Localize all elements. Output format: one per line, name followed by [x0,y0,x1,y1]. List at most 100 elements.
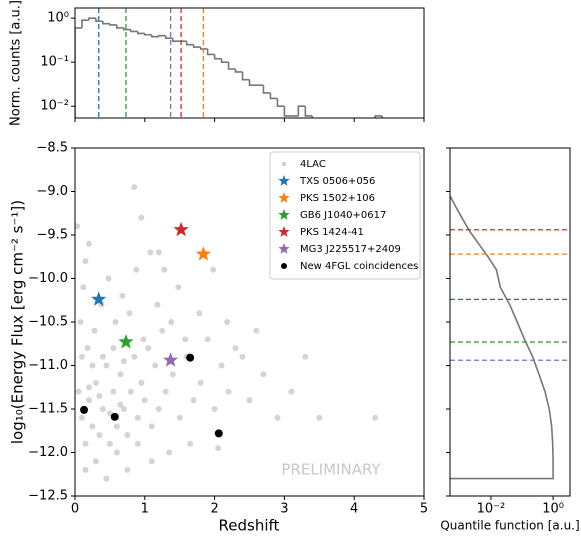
point [92,379,99,386]
legend-label: TXS 0506+056 [299,176,375,187]
star-marker [173,221,189,237]
y-tick-label: 10⁰ [47,11,69,26]
point [119,292,126,299]
point [152,362,159,369]
x-tick-label: 10⁻² [477,502,506,517]
legend-marker [282,162,286,166]
point [84,345,91,352]
hist-bin [234,69,243,73]
point [80,284,87,291]
legend-marker [281,263,287,269]
y-tick-label: −11.5 [28,402,68,417]
hist-bin [206,48,215,56]
scatter-panel: −8.5 −9.0 −9.5 −10.0 −10.5 −11.0 −11.5 −12.0 −12… [28,141,428,517]
hist-bin [283,106,292,117]
point [148,458,155,465]
x-tick-label: 10⁰ [542,502,564,517]
y-tick-label: −10.0 [28,271,68,286]
point [186,353,195,362]
point [78,414,85,421]
star-marker [195,246,211,261]
point [89,362,96,369]
point [134,440,141,447]
y-axis-label: log₁₀(Energy Flux [erg cm⁻² s⁻¹]) [9,200,27,444]
hist-bin [88,17,96,21]
point [169,371,176,378]
hist-bin [109,23,117,26]
legend-label: New 4FGL coincidences [300,261,418,272]
y-tick-label: 10⁻¹ [40,55,69,70]
point [120,406,127,412]
point [155,406,162,412]
point [253,327,260,334]
point [168,319,175,325]
point [75,388,82,395]
legend-marker [278,209,290,220]
hist-bin [102,21,110,25]
point [89,423,96,430]
point [120,358,127,365]
point [78,353,85,360]
frame [74,7,425,119]
legend-label: PKS 1502+106 [300,193,375,204]
hist-y-label: Norm. counts [a.u.] [9,0,24,126]
point [140,336,147,343]
star-marker [163,352,179,367]
y-tick-label: −9.5 [36,228,68,243]
histogram-panel: 10⁰ 10⁻¹ 10⁻² [40,7,425,122]
quantile [450,195,554,480]
point [85,397,92,404]
point [190,397,197,404]
hist-bin [374,115,383,118]
point [155,249,162,256]
hist-bin [297,105,306,116]
point [197,379,204,386]
y-tick-label: −8.5 [36,141,68,156]
hist-bin [130,29,138,33]
point [246,397,253,404]
point [99,353,106,360]
legend-marker [278,192,290,203]
hist-bin [157,34,166,37]
point [77,319,84,325]
x-tick-label: 1 [141,502,149,517]
histogram [75,17,383,118]
point [148,423,155,430]
point [182,336,189,343]
point [82,440,89,447]
star-marker [118,334,134,349]
point [92,458,99,465]
hist-bin [213,54,222,60]
point [215,445,222,452]
legend-label: MG3 J225517+2409 [300,244,401,255]
hist-bin [304,106,313,117]
hist-bin [262,85,271,94]
point [99,406,106,412]
hist-bin [227,62,236,70]
hist-bin [269,92,278,100]
point [232,345,239,352]
point [110,412,119,421]
point [96,432,103,439]
hist-bin [199,47,208,50]
point [187,440,194,447]
point [75,223,81,230]
hist-bin [171,38,180,42]
point [133,266,140,273]
point [218,362,225,369]
point [124,466,131,473]
y-tick-label: −9.0 [36,184,68,199]
point [274,414,281,421]
x-tick-label: 5 [420,502,428,517]
point [117,401,124,408]
point [85,384,92,391]
point [145,345,152,352]
legend-marker [278,175,290,186]
legend-marker [278,226,290,237]
point [134,414,141,421]
hist-bin [276,98,285,108]
point [147,249,154,256]
point [138,379,145,386]
hist-bin [185,41,194,46]
hist-bin [116,24,124,29]
